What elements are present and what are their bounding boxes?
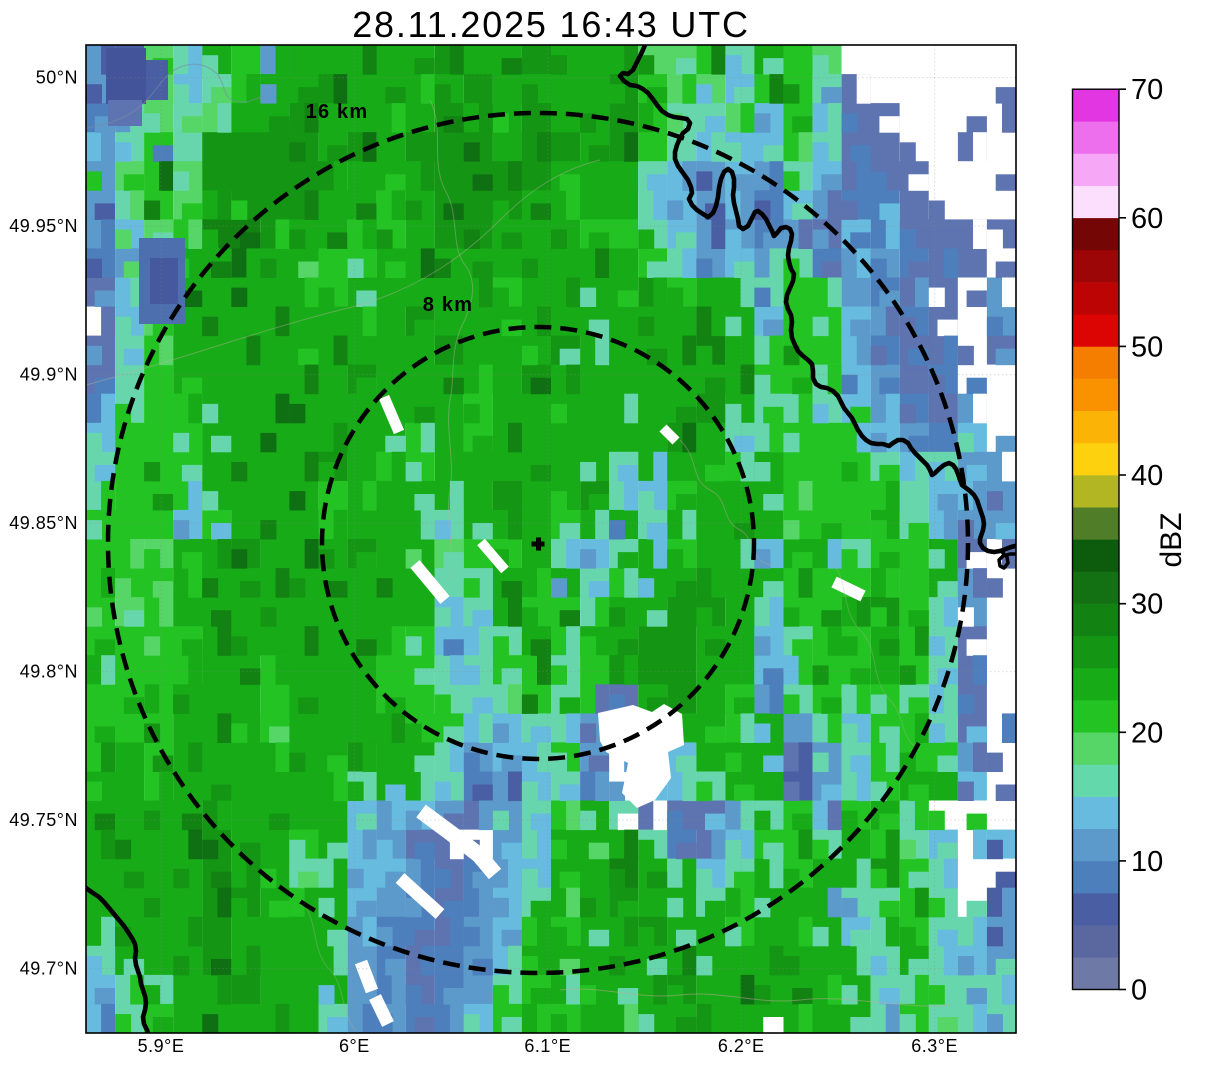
svg-text:49.7°N: 49.7°N [20,959,78,979]
svg-text:8 km: 8 km [423,294,473,316]
svg-text:16 km: 16 km [306,101,369,123]
svg-text:28.11.2025 16:43 UTC: 28.11.2025 16:43 UTC [352,4,750,45]
svg-text:0: 0 [1131,975,1147,1007]
svg-text:49.9°N: 49.9°N [20,365,78,385]
svg-text:6.3°E: 6.3°E [911,1036,958,1056]
svg-text:6°E: 6°E [339,1036,370,1056]
svg-text:40: 40 [1131,460,1163,492]
svg-text:30: 30 [1131,589,1163,621]
svg-text:dBZ: dBZ [1155,512,1188,567]
svg-text:49.85°N: 49.85°N [9,513,78,533]
svg-text:6.2°E: 6.2°E [718,1036,765,1056]
svg-text:50°N: 50°N [36,68,78,88]
svg-text:5.9°E: 5.9°E [138,1036,185,1056]
svg-text:49.8°N: 49.8°N [20,662,78,682]
svg-text:10: 10 [1131,846,1163,878]
svg-text:50: 50 [1131,331,1163,363]
svg-text:49.75°N: 49.75°N [9,810,78,830]
svg-text:20: 20 [1131,717,1163,749]
svg-text:70: 70 [1131,74,1163,106]
svg-text:60: 60 [1131,203,1163,235]
svg-text:6.1°E: 6.1°E [524,1036,571,1056]
svg-text:49.95°N: 49.95°N [9,216,78,236]
